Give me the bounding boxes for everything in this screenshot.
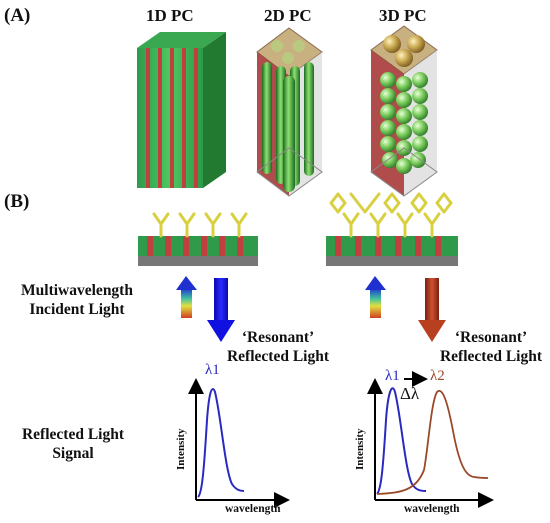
antibody-antigen-icon: [329, 192, 453, 238]
pc-3d-title: 3D PC: [379, 6, 427, 25]
graph-left-xlabel: wavelength: [225, 503, 281, 515]
rod-array-icon: [256, 27, 323, 197]
graph-right-shift-label: Δλ: [400, 384, 420, 403]
graph-left-peak-label: λ1: [205, 362, 220, 378]
reflected-right-line1: ‘Resonant’: [454, 329, 528, 346]
graph-right-peak2-label: λ2: [430, 368, 445, 384]
reflected-right-line2: Reflected Light: [439, 348, 542, 365]
reflected-arrow-red: [418, 278, 446, 342]
graph-left-ylabel: Intensity: [175, 428, 187, 470]
curve-lambda2: [376, 389, 489, 495]
spectrum-graph-left: [188, 378, 290, 508]
layered-slab-icon: [137, 32, 226, 188]
curve-lambda1: [376, 387, 427, 495]
incident-label-line1: Multiwavelength: [21, 282, 133, 299]
graph-right-peak1-label: λ1: [385, 368, 400, 384]
panel-a-label: (A): [4, 5, 31, 26]
sphere-lattice-icon: [370, 25, 438, 197]
panel-b-label: (B): [4, 191, 30, 212]
reflected-light-label-left: ‘Resonant’ Reflected Light: [218, 328, 338, 366]
incident-label-line2: Incident Light: [29, 301, 125, 318]
antibody-icon: [152, 212, 248, 238]
spectrum-graph-right: [367, 371, 494, 508]
incident-arrow-left: [176, 276, 197, 318]
graph-right-ylabel: Intensity: [354, 428, 366, 470]
reflected-light-label-right: ‘Resonant’ Reflected Light: [432, 328, 550, 366]
graph-right-xlabel: wavelength: [404, 503, 460, 515]
incident-light-label: Multiwavelength Incident Light: [2, 281, 152, 319]
pc-1d-title: 1D PC: [146, 6, 194, 25]
sensor-slab-right: [326, 236, 458, 266]
signal-label-line2: Signal: [52, 445, 94, 462]
signal-label: Reflected Light Signal: [8, 425, 138, 463]
reflected-left-line1: ‘Resonant’: [241, 329, 315, 346]
incident-arrow-right: [365, 276, 386, 318]
curve-lambda1: [197, 388, 245, 498]
reflected-arrow-blue: [207, 278, 235, 342]
signal-label-line1: Reflected Light: [21, 426, 124, 443]
sensor-slab-left: [138, 236, 258, 266]
pc-2d-title: 2D PC: [264, 6, 312, 25]
reflected-left-line2: Reflected Light: [226, 348, 329, 365]
